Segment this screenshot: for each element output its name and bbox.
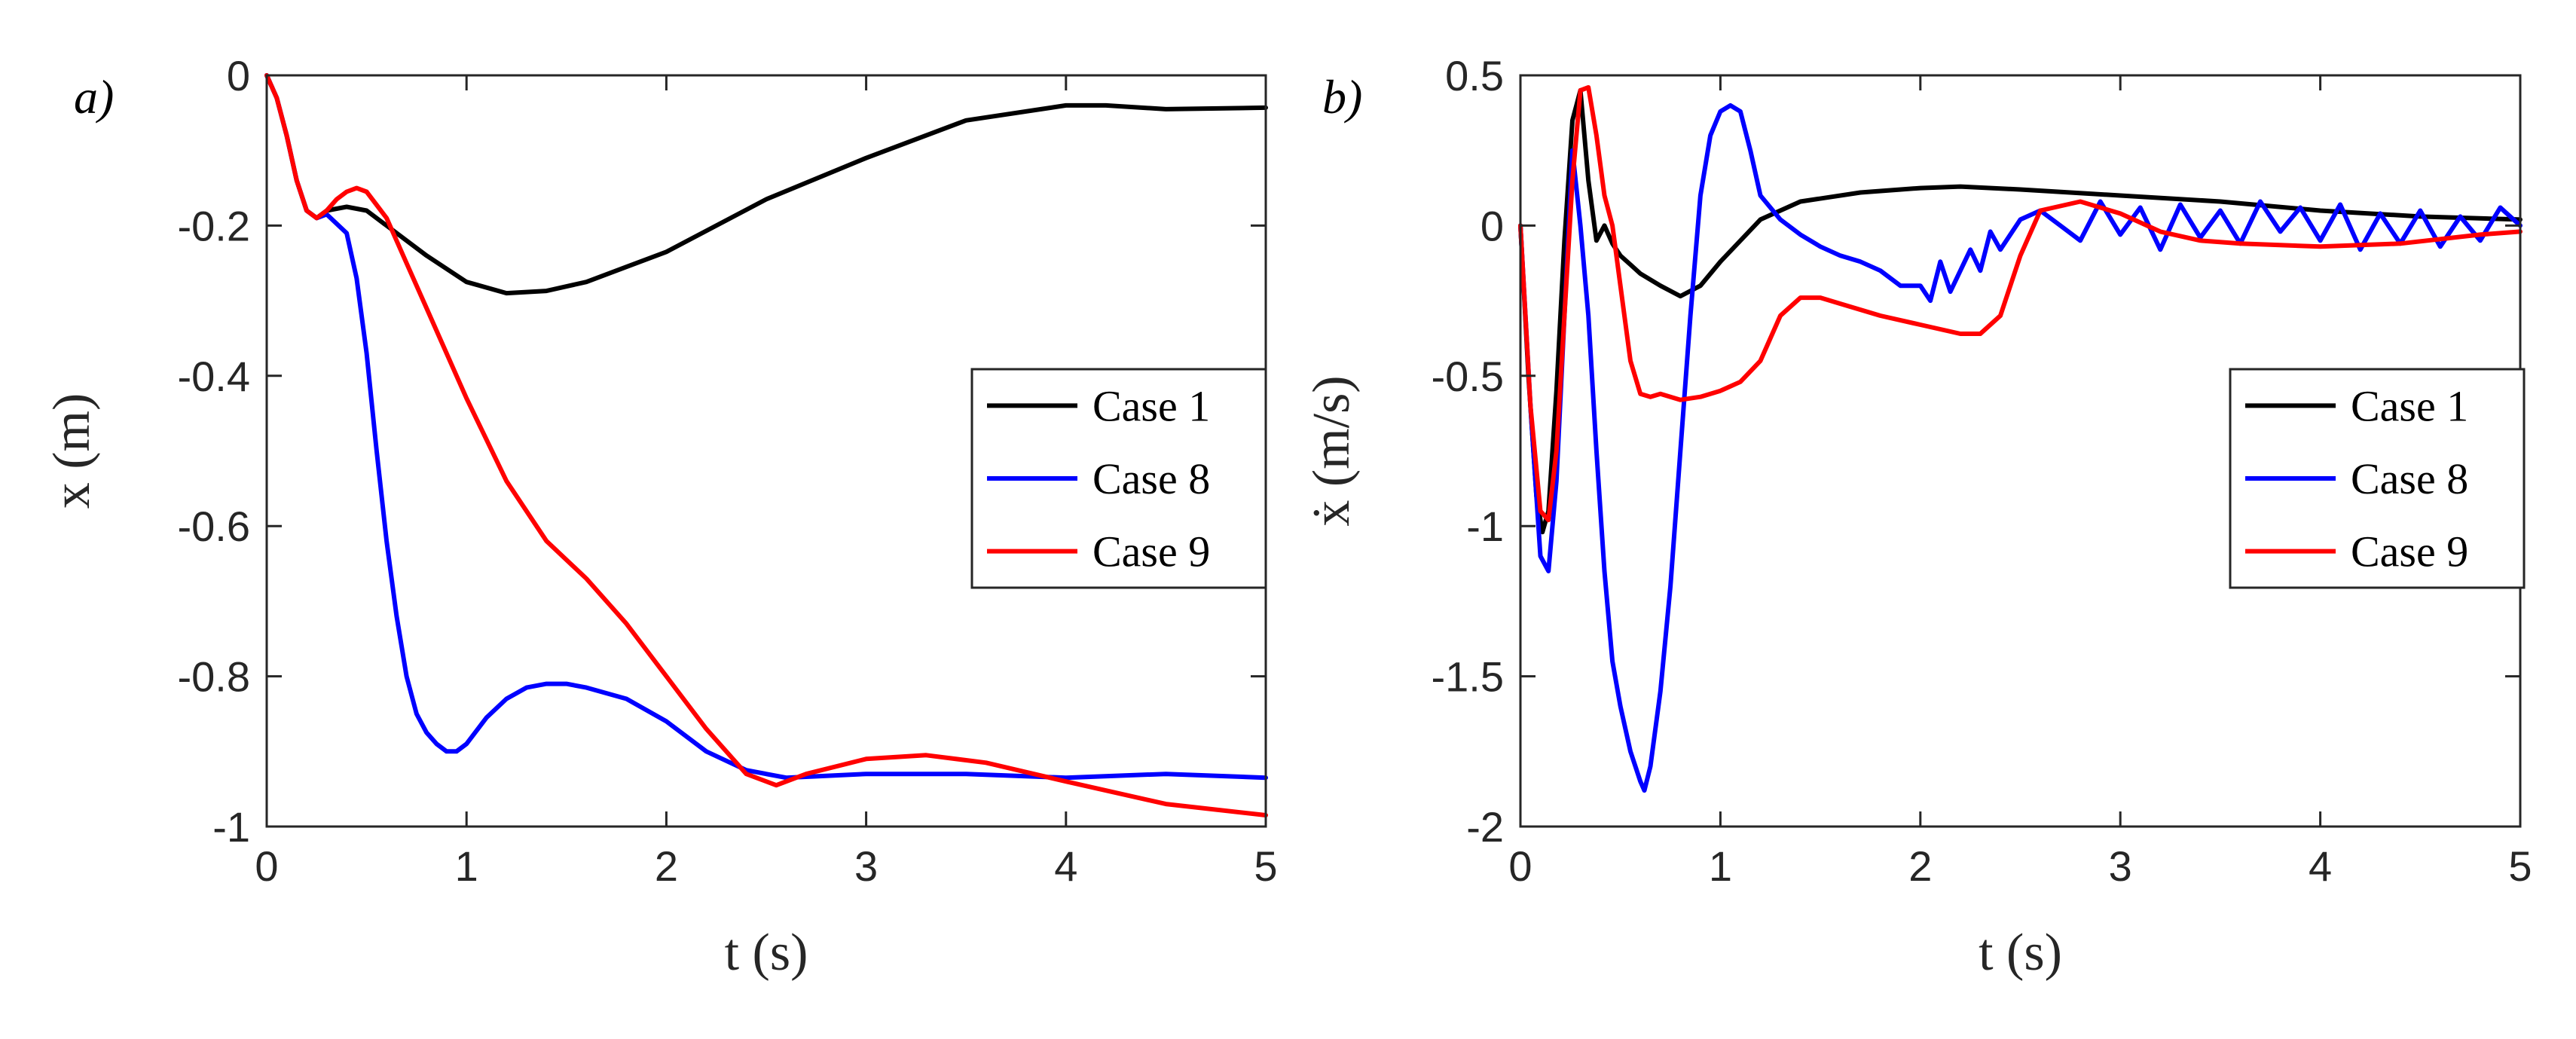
x-tick-label: 4 [2309, 842, 2332, 890]
x-tick-label: 0 [255, 842, 278, 890]
y-tick-label: -1.5 [1432, 653, 1505, 701]
x-tick-label: 1 [1709, 842, 1732, 890]
legend-entry-label: Case 1 [1092, 381, 1210, 430]
panel-a-xlabel: t (s) [725, 924, 808, 982]
x-tick-label: 2 [1908, 842, 1932, 890]
legend-entry-label: Case 1 [2351, 381, 2468, 430]
legend-entry-label: Case 8 [2351, 454, 2468, 503]
panel-b-ylabel: ẋ (m/s) [1303, 375, 1361, 526]
panel-b-xlabel: t (s) [1979, 924, 2062, 982]
x-tick-label: 4 [1054, 842, 1077, 890]
y-tick-label: -0.2 [178, 202, 251, 249]
series-line-case-8 [1518, 102, 2523, 793]
y-tick-label: -0.5 [1432, 353, 1505, 400]
panel-a: 0 1 2 3 4 5 -1 -0.8 -0.6 -0.4 -0.2 0 a) t (s) x (m)… [43, 52, 1278, 982]
y-tick-label: 0.5 [1445, 52, 1504, 99]
legend-entry-label: Case 9 [2351, 527, 2468, 576]
panel-b-series [1518, 85, 2523, 793]
y-tick-label: -1 [212, 803, 250, 851]
x-tick-label: 3 [2109, 842, 2132, 890]
x-tick-label: 3 [854, 842, 878, 890]
series-line-case-1 [1518, 87, 2523, 535]
x-tick-label: 0 [1508, 842, 1532, 890]
panel-b-label: b) [1322, 70, 1362, 124]
y-tick-label: 0 [227, 52, 250, 99]
panel-a-series [264, 73, 1268, 817]
y-tick-label: 0 [1481, 202, 1504, 249]
y-tick-label: -0.6 [178, 503, 251, 550]
panel-a-ticks: 0 1 2 3 4 5 -1 -0.8 -0.6 -0.4 -0.2 0 [178, 52, 1278, 890]
panel-b: 0 1 2 3 4 5-2-1.5-1-0.500.5 b) t (s) ẋ (m/s) … [1303, 52, 2532, 982]
y-tick-label: -0.4 [178, 353, 251, 400]
x-tick-label: 1 [455, 842, 478, 890]
x-tick-label: 5 [2508, 842, 2532, 890]
y-tick-label: -0.8 [178, 653, 251, 701]
y-tick-label: -2 [1466, 803, 1504, 851]
legend-entry-label: Case 9 [1092, 527, 1210, 576]
legend-entry-label: Case 8 [1092, 454, 1210, 503]
panel-a-ylabel: x (m) [43, 393, 101, 509]
panel-b-legend: Case 1 Case 8 Case 9 [2229, 368, 2526, 589]
y-tick-label: -1 [1466, 503, 1504, 550]
series-line-case-9 [1518, 85, 2523, 523]
panel-a-label: a) [74, 70, 114, 124]
series-line-case-9 [264, 73, 1268, 817]
series-line-case-8 [264, 73, 1268, 781]
x-tick-label: 5 [1254, 842, 1277, 890]
x-tick-label: 2 [655, 842, 678, 890]
panel-a-legend: Case 1 Case 8 Case 9 [970, 368, 1267, 589]
